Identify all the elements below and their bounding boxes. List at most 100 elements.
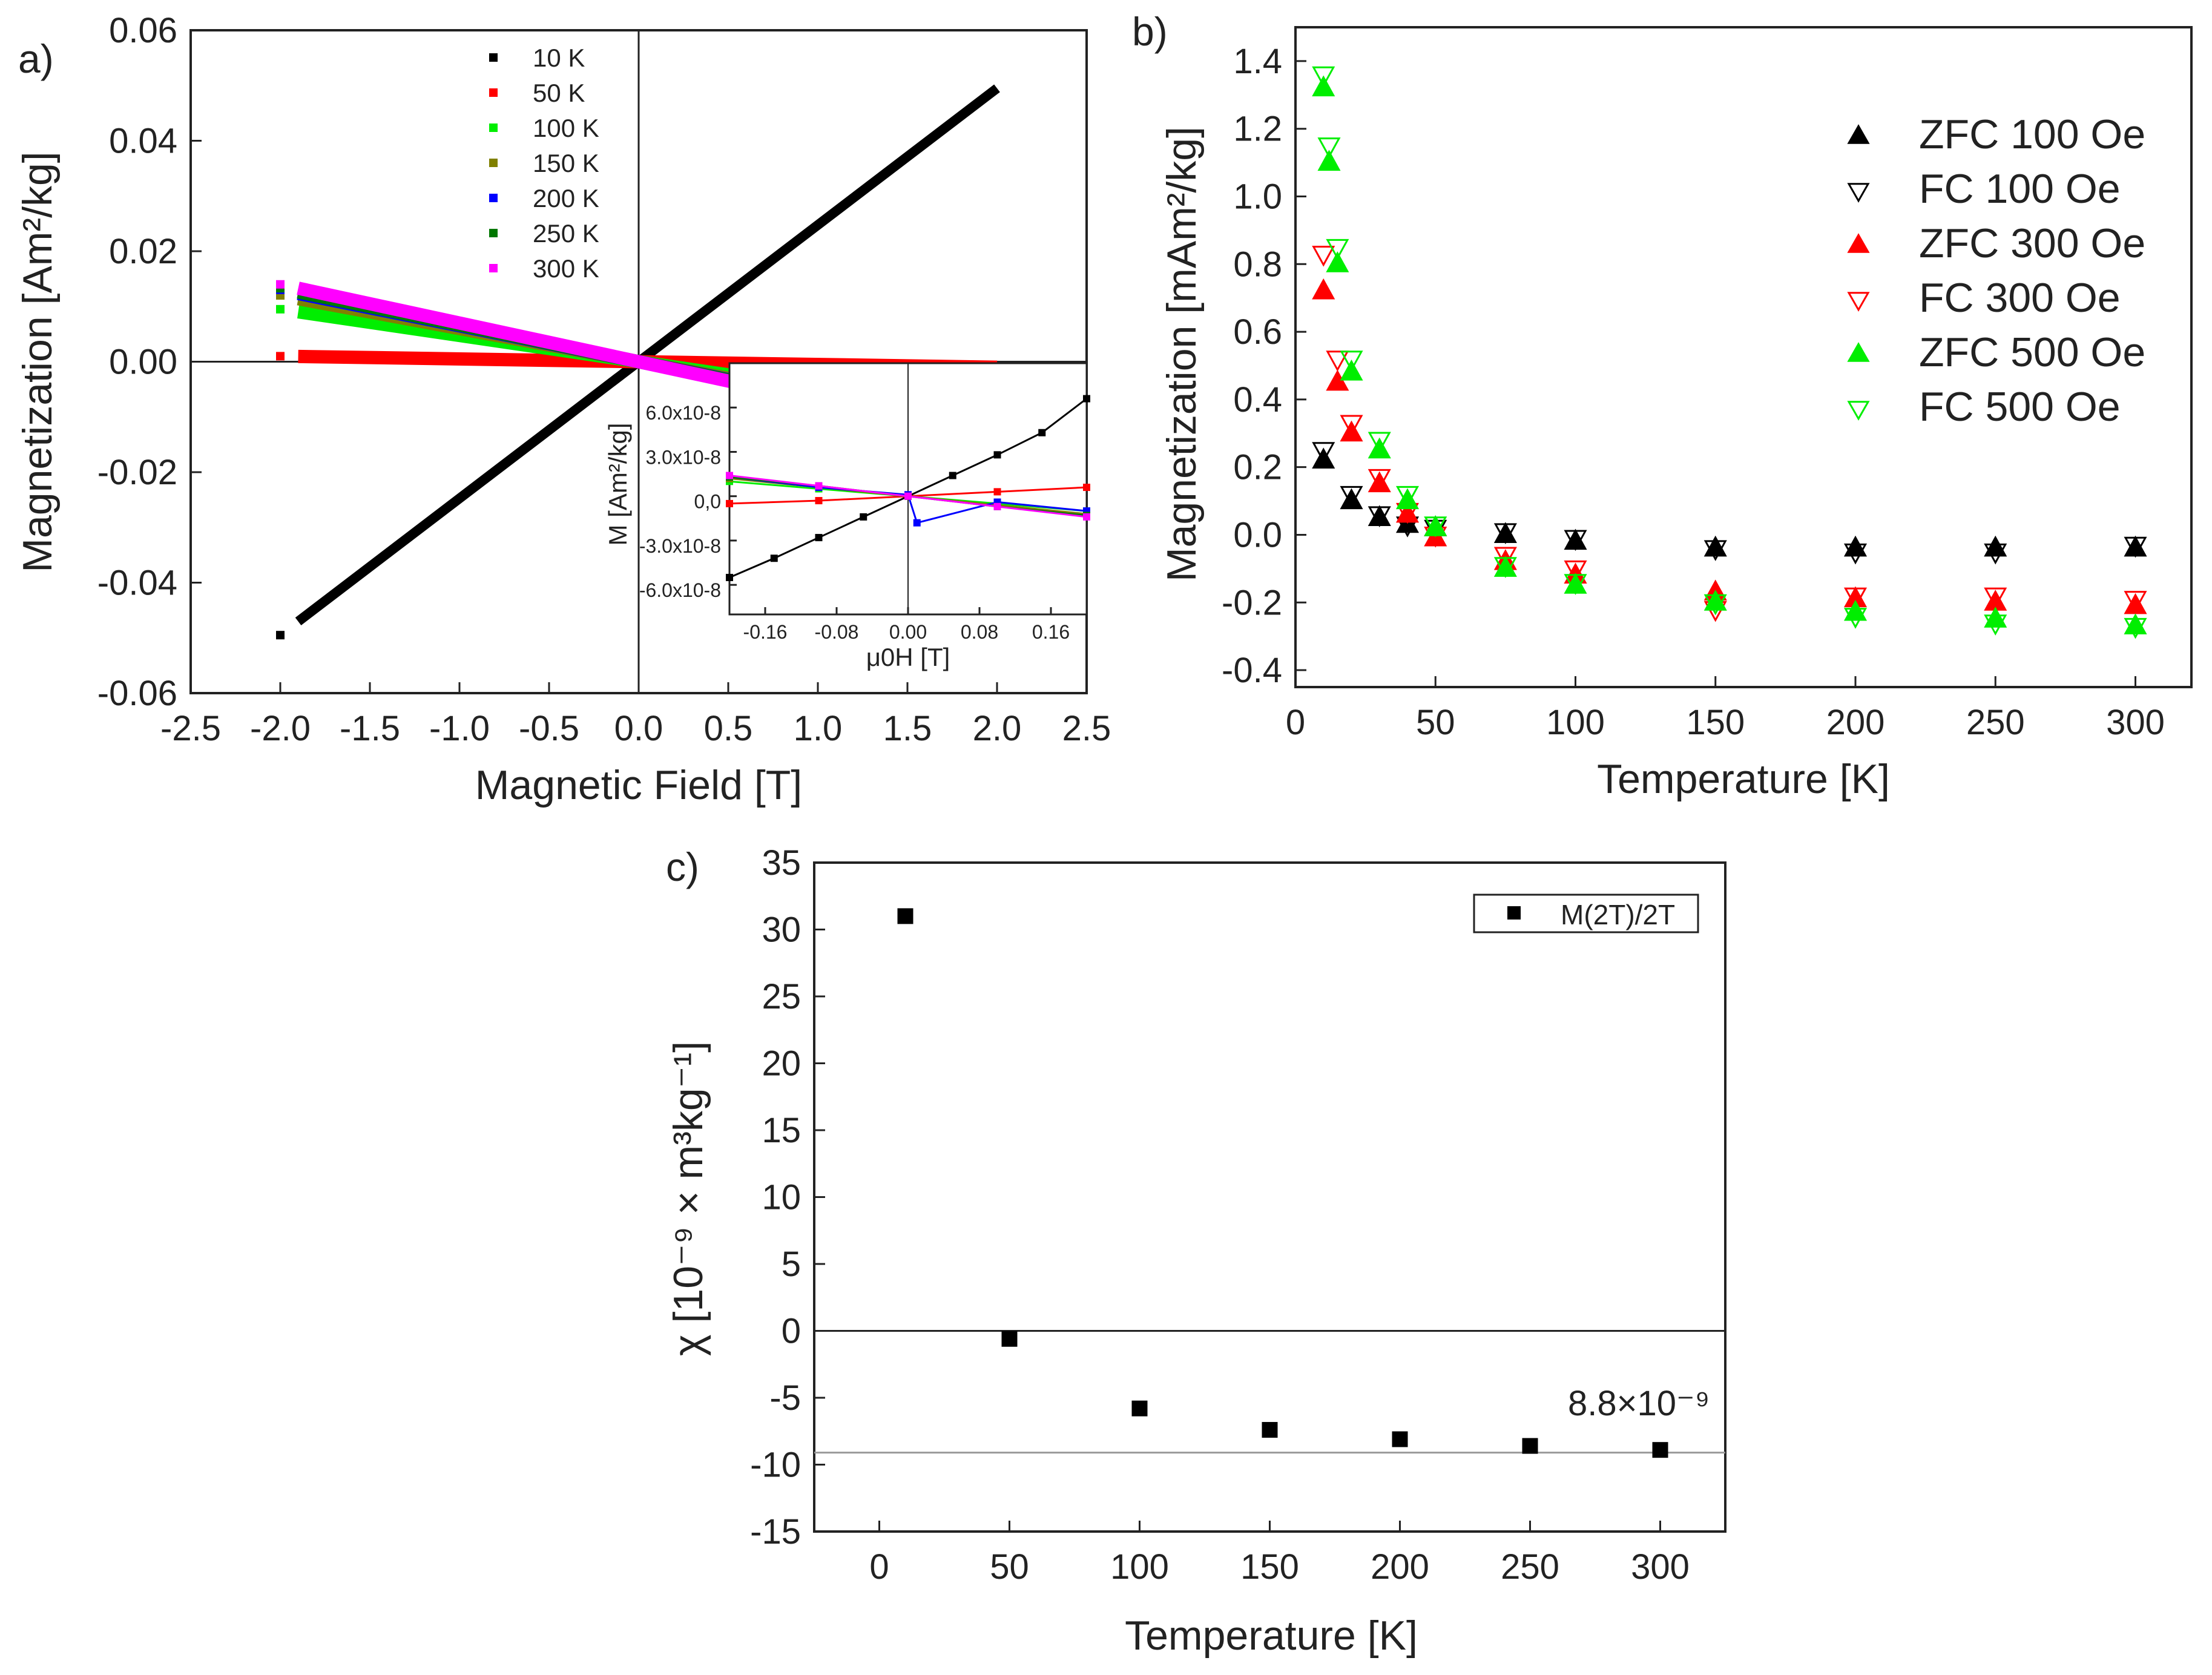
inset-series-point (904, 492, 912, 500)
inset-series-point (815, 482, 823, 490)
inset-series-point (993, 488, 1001, 496)
inset-series-point (993, 451, 1001, 459)
panel-c-y-tick-label: -15 (750, 1512, 801, 1552)
panel-b-point (2124, 536, 2147, 558)
panel-b-point (1984, 587, 2007, 609)
panel-a-y-tick-label: -0.06 (97, 674, 177, 713)
inset-series (726, 363, 1090, 614)
panel-c-point (1392, 1431, 1408, 1447)
panel-b-point (1843, 599, 1868, 621)
panel-a-x-tick-label: 1.0 (794, 709, 843, 748)
inset-series-point (726, 472, 733, 479)
panel-b-point (1564, 528, 1587, 550)
panel-b-label: b) (1132, 9, 1168, 54)
inset-series-point (726, 499, 733, 507)
panel-b-legend-label: FC 300 Oe (1919, 275, 2121, 321)
panel-a: a) -2.5 -2.0 -1.5 -1.0 -0.5 0.0 0.5 1.0 1.5 2.0 2.… (15, 11, 1111, 808)
panel-b-point (1312, 246, 1335, 267)
panel-b-point (1317, 137, 1341, 159)
panel-b-point (1317, 150, 1341, 171)
panel-b-point (1326, 369, 1349, 391)
panel-a-y-label: Magnetization [Am²/kg] (15, 151, 61, 572)
panel-b-point (1340, 350, 1363, 372)
panel-a-legend-label: 10 K (533, 44, 585, 72)
panel-c-y-tick-label: 20 (762, 1044, 801, 1084)
inset-series-point (1083, 484, 1090, 492)
inset-series-point (815, 497, 823, 505)
inset-y-tick-label: -6.0x10-8 (639, 579, 721, 601)
panel-a-legend-marker (489, 159, 498, 167)
panel-c-y-ticks: -15 -10 -5 0 5 10 15 20 25 30 35 (750, 843, 825, 1552)
panel-a-x-tick-label: -2.0 (250, 709, 311, 748)
inset-y-tick-label: -3.0x10-8 (639, 535, 721, 557)
panel-a-x-tick-label: -1.0 (429, 709, 490, 748)
panel-c-y-tick-label: 30 (762, 910, 801, 950)
panel-b-point (1703, 540, 1727, 561)
panel-a-series-endpoint (276, 631, 285, 640)
panel-b-point (1368, 469, 1391, 490)
panel-b-point (1340, 485, 1363, 507)
panel-c-lines (814, 1330, 1725, 1454)
panel-b-point (1340, 420, 1363, 442)
panel-a-inset: -0.16 -0.08 0.00 0.08 0.16 6.0x10-8 3.0x10-8 0… (604, 362, 1090, 671)
panel-a-legend-label: 50 K (533, 79, 585, 107)
panel-b-point (1326, 251, 1349, 272)
panel-b-point (2124, 593, 2147, 614)
panel-b-point (1424, 516, 1447, 538)
panel-a-series-endpoint (276, 280, 285, 289)
panel-c-point (1262, 1422, 1278, 1438)
panel-b-x-tick-label: 0 (1286, 703, 1305, 742)
panel-b-legend-label: ZFC 500 Oe (1919, 329, 2145, 375)
panel-b-series (1312, 66, 2147, 639)
panel-b-point (1564, 560, 1587, 582)
panel-a-x-tick-label: 2.5 (1062, 709, 1111, 748)
panel-b-point (1312, 442, 1335, 463)
panel-a-series-line (295, 84, 1000, 625)
panel-b-point (1843, 608, 1868, 629)
panel-a-y-tick-label: 0.06 (109, 11, 177, 50)
panel-a-x-ticks: -2.5 -2.0 -1.5 -1.0 -0.5 0.0 0.5 1.0 1.5 2.0 2.5 (160, 682, 1111, 748)
panel-a-y-tick-label: 0.00 (109, 343, 177, 382)
panel-c-legend-marker (1507, 906, 1521, 920)
panel-b-legend-label: FC 500 Oe (1919, 384, 2121, 430)
panel-b-y-tick-label: 1.4 (1233, 42, 1282, 81)
panel-a-y-tick-label: -0.04 (97, 564, 177, 603)
panel-b-legend-label: ZFC 300 Oe (1919, 220, 2145, 266)
inset-y-ticks: 6.0x10-8 3.0x10-8 0,0 -3.0x10-8 -6.0x10-8 (639, 402, 737, 601)
panel-b-y-ticks: -0.4 -0.2 0.0 0.2 0.4 0.6 0.8 1.0 1.2 1.4 (1222, 42, 1306, 690)
inset-series-point (949, 472, 956, 479)
panel-b-point (1368, 505, 1391, 527)
panel-c-y-tick-label: 15 (762, 1111, 801, 1150)
inset-x-tick-label: 0.00 (889, 621, 927, 643)
panel-c-legend: M(2T)/2T (1473, 893, 1699, 933)
panel-a-series-endpoint (276, 304, 285, 314)
inset-series-point (1038, 429, 1046, 436)
panel-a-legend-label: 200 K (533, 184, 599, 212)
panel-c-legend-label: M(2T)/2T (1561, 899, 1675, 930)
panel-b-y-tick-label: 1.0 (1233, 177, 1282, 216)
panel-c-x-tick-label: 0 (869, 1547, 889, 1587)
inset-y-label: M [Am²/kg] (604, 423, 632, 545)
panel-b-y-tick-label: 0.6 (1233, 312, 1282, 352)
panel-c-y-label: χ [10⁻⁹ × m³kg⁻¹] (665, 1041, 711, 1356)
panel-c-point (1131, 1400, 1148, 1417)
panel-a-x-tick-label: -0.5 (519, 709, 579, 748)
panel-c-y-tick-label: -10 (750, 1446, 801, 1485)
inset-y-tick-label: 0,0 (694, 491, 721, 513)
panel-a-x-tick-label: -2.5 (160, 709, 221, 748)
panel-b-legend-marker (1847, 183, 1870, 203)
inset-y-tick-label: 6.0x10-8 (645, 402, 721, 424)
inset-x-ticks: -0.16 -0.08 0.00 0.08 0.16 (743, 607, 1070, 643)
panel-b-point (1312, 66, 1335, 88)
panel-b-point (2124, 617, 2147, 639)
panel-b-y-label: Magnetization [mAm²/kg] (1159, 127, 1205, 582)
panel-c-point (1522, 1438, 1538, 1454)
panel-b-point (1368, 432, 1391, 453)
panel-a-y-tick-label: -0.02 (97, 453, 177, 492)
panel-b-x-ticks: 0 50 100 150 200 250 300 (1286, 676, 2165, 742)
panel-b-point (1493, 557, 1517, 578)
panel-a-legend-marker (489, 53, 498, 62)
panel-b-point (1340, 488, 1363, 510)
panel-b-point (1368, 506, 1391, 528)
inset-series-point (815, 534, 823, 542)
